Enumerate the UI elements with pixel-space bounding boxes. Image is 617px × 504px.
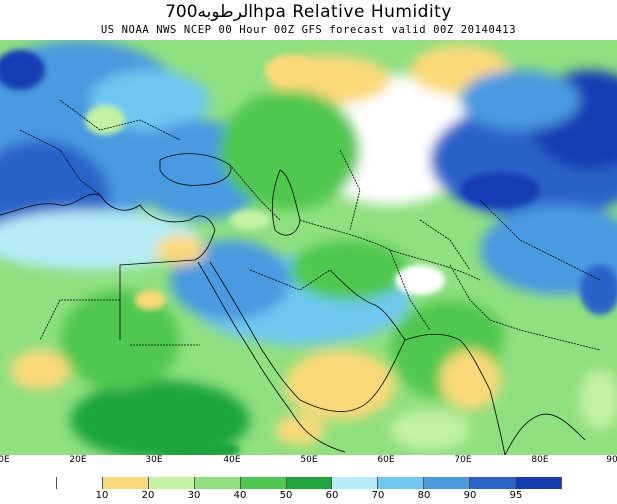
legend-label: 90 [463, 490, 477, 501]
legend-swatch [424, 477, 471, 489]
legend-labels: 10 20 30 40 50 60 70 80 90 95 [56, 490, 562, 502]
legend-swatch [286, 477, 333, 489]
humidity-map [0, 40, 617, 455]
legend-swatch [470, 477, 517, 489]
longitude-label: 90 [606, 455, 617, 465]
longitude-label: 70E [454, 455, 472, 465]
legend-label: 95 [509, 490, 523, 501]
legend-label: 80 [417, 490, 431, 501]
legend-label: 70 [371, 490, 385, 501]
longitude-labels: 0E 20E 30E 40E 50E 60E 70E 80E 90 [0, 455, 617, 467]
legend-swatch [194, 477, 241, 489]
legend-label: 50 [279, 490, 293, 501]
longitude-label: 80E [531, 455, 549, 465]
longitude-label: 60E [377, 455, 395, 465]
map-subtitle: US NOAA NWS NCEP 00 Hour 00Z GFS forecas… [100, 24, 517, 36]
legend-swatch [378, 477, 425, 489]
coastlines [0, 99, 601, 455]
legend-label: 20 [141, 490, 155, 501]
legend-swatch [148, 477, 195, 489]
longitude-label: 50E [300, 455, 318, 465]
color-legend [56, 477, 562, 489]
humidity-details [0, 50, 617, 455]
longitude-label: 40E [223, 455, 241, 465]
legend-label: 30 [187, 490, 201, 501]
map-title-arabic: الرطوبه [197, 2, 253, 22]
legend-swatch [102, 477, 149, 489]
legend-swatch [240, 477, 287, 489]
longitude-label: 30E [145, 455, 163, 465]
legend-label: 40 [233, 490, 247, 501]
map-title: الرطوبه700hpa Relative Humidity [0, 2, 617, 26]
longitude-label: 20E [69, 455, 87, 465]
legend-label: 10 [95, 490, 109, 501]
legend-swatch [516, 477, 562, 489]
legend-swatch [332, 477, 379, 489]
humidity-fields [0, 40, 617, 455]
legend-label: 60 [325, 490, 339, 501]
longitude-label: 0E [0, 455, 10, 465]
legend-swatch [56, 477, 103, 489]
map-title-main: 700hpa Relative Humidity [165, 2, 452, 22]
